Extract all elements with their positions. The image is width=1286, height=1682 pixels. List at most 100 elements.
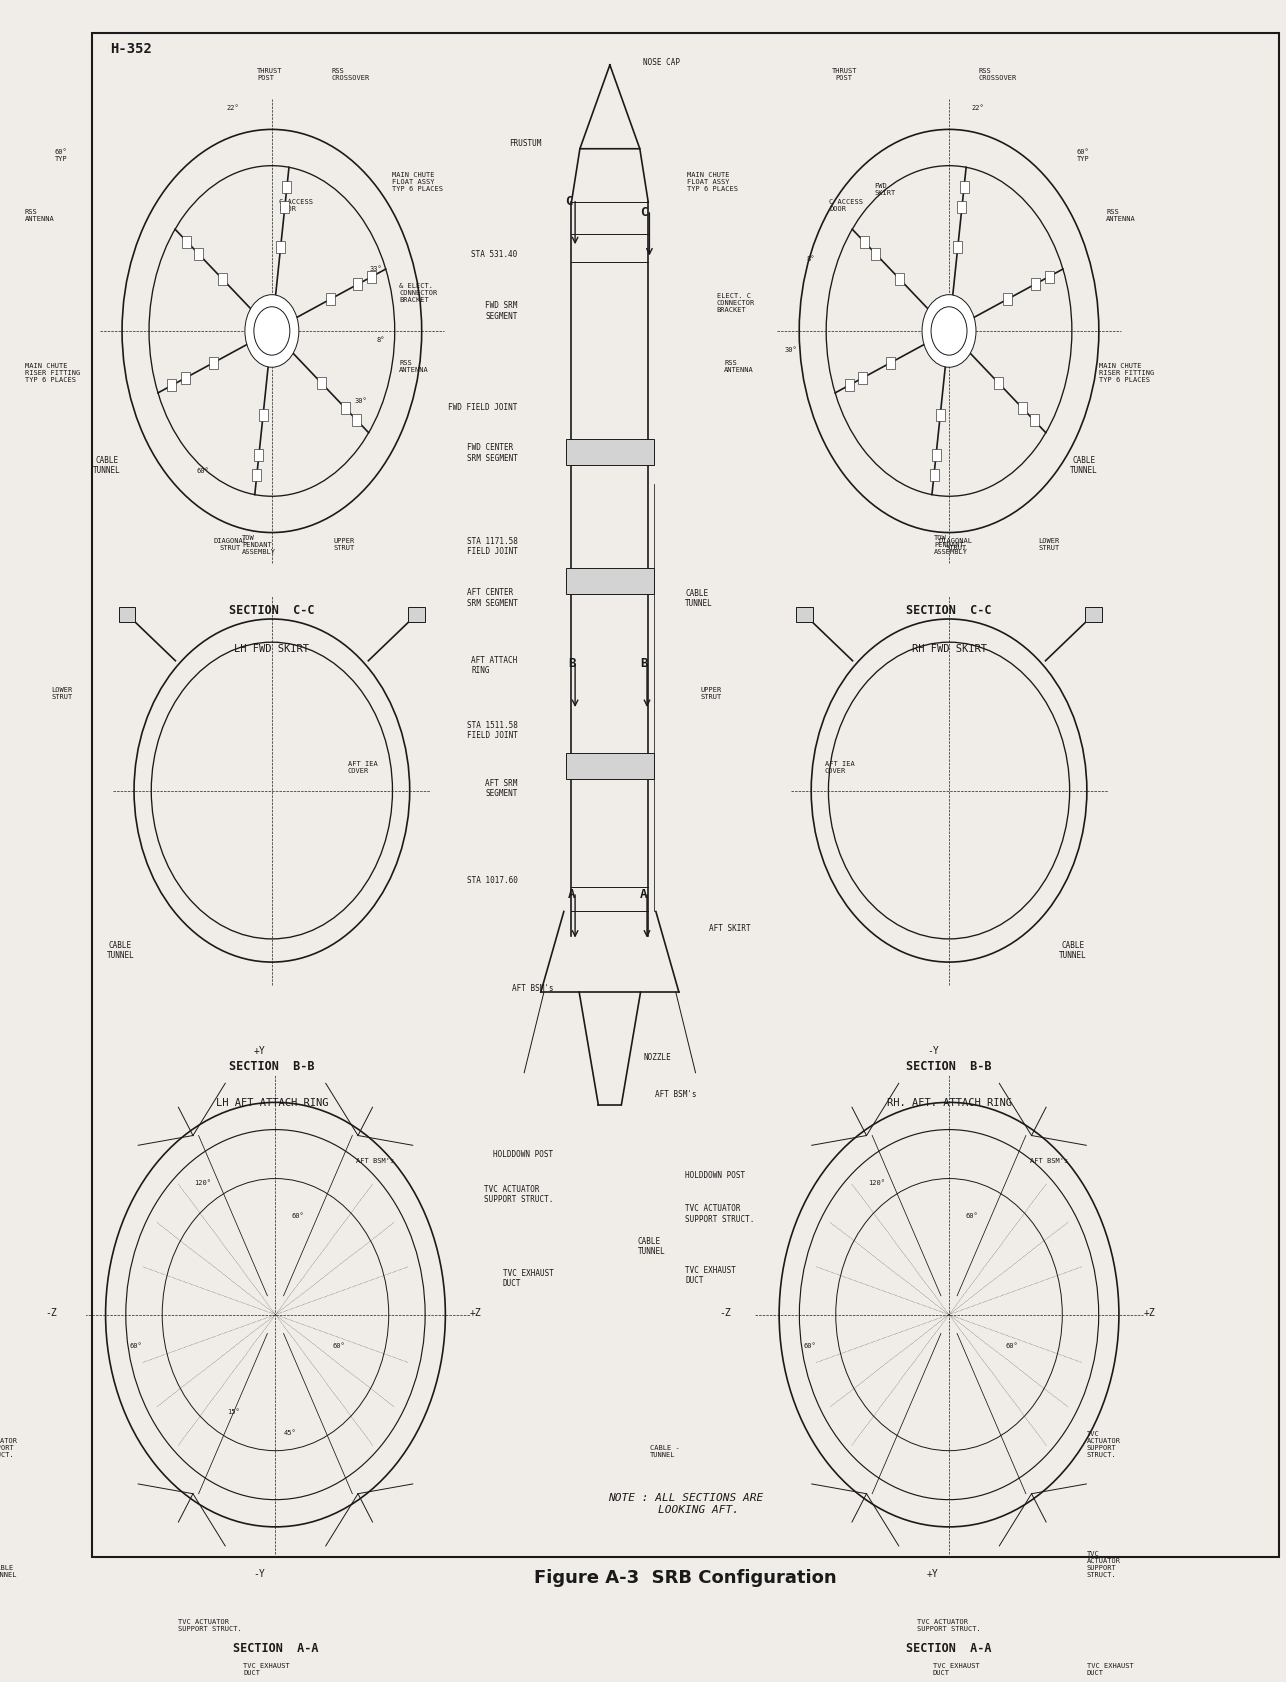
Bar (280, 202, 289, 214)
Text: RH. AFT. ATTACH RING: RH. AFT. ATTACH RING (886, 1097, 1012, 1107)
Bar (958, 202, 967, 214)
Bar (1044, 271, 1053, 284)
Text: 22°: 22° (226, 106, 239, 111)
Text: AFT IEA
COVER: AFT IEA COVER (347, 760, 377, 774)
Bar (930, 469, 939, 481)
Text: RSS
ANTENNA: RSS ANTENNA (724, 360, 754, 373)
Bar (886, 357, 895, 370)
Text: TVC EXHAUST
DUCT: TVC EXHAUST DUCT (243, 1662, 289, 1675)
Text: Figure A-3  SRB Configuration: Figure A-3 SRB Configuration (534, 1569, 837, 1586)
Text: MAIN CHUTE
RISER FITTING
TYP 6 PLACES: MAIN CHUTE RISER FITTING TYP 6 PLACES (24, 363, 80, 383)
Bar (258, 409, 267, 422)
Text: CABLE
TUNNEL: CABLE TUNNEL (93, 456, 121, 474)
Text: FWD FIELD JOINT: FWD FIELD JOINT (449, 404, 517, 412)
Bar (566, 569, 655, 594)
Text: 60°: 60° (332, 1342, 345, 1349)
Text: TVC
ACTUATOR
SUPPORT
STRUCT.: TVC ACTUATOR SUPPORT STRUCT. (1087, 1549, 1120, 1578)
Text: 33°: 33° (369, 266, 382, 272)
Bar (845, 380, 854, 392)
Text: NOSE CAP: NOSE CAP (643, 59, 680, 67)
Bar (325, 294, 334, 306)
Bar (936, 409, 945, 422)
Text: TVC EXHAUST
DUCT: TVC EXHAUST DUCT (685, 1265, 736, 1285)
Text: LH FWD SKIRT: LH FWD SKIRT (234, 644, 310, 654)
Text: 45°: 45° (283, 1430, 296, 1435)
Text: 22°: 22° (971, 106, 984, 111)
Bar (368, 271, 377, 284)
Text: STA 1017.60: STA 1017.60 (467, 875, 517, 885)
Bar (283, 182, 292, 193)
Text: C ACCESS
DOOR: C ACCESS DOOR (279, 198, 314, 212)
Bar (341, 402, 350, 415)
Bar (255, 449, 264, 461)
Text: AFT ATTACH
RING: AFT ATTACH RING (471, 656, 517, 674)
Text: 15°: 15° (226, 1408, 239, 1415)
Bar (859, 372, 867, 385)
Text: AFT BSM's: AFT BSM's (1030, 1157, 1069, 1164)
Text: MAIN CHUTE
FLOAT ASSY
TYP 6 PLACES: MAIN CHUTE FLOAT ASSY TYP 6 PLACES (687, 172, 738, 192)
Bar (1030, 415, 1039, 427)
Text: TVC ACTUATOR
SUPPORT STRUCT.: TVC ACTUATOR SUPPORT STRUCT. (484, 1184, 553, 1204)
Text: 60°: 60° (1006, 1342, 1019, 1349)
Text: CABLE
TUNNEL: CABLE TUNNEL (638, 1236, 665, 1255)
Text: RH FWD SKIRT: RH FWD SKIRT (912, 644, 986, 654)
Text: TVC EXHAUST
DUCT: TVC EXHAUST DUCT (932, 1662, 980, 1675)
Text: SECTION  C-C: SECTION C-C (229, 604, 315, 617)
Text: SECTION  B-B: SECTION B-B (229, 1060, 315, 1073)
Text: RSS
CROSSOVER: RSS CROSSOVER (979, 67, 1017, 81)
Text: TVC EXHAUST
DUCT: TVC EXHAUST DUCT (1087, 1662, 1133, 1675)
Text: DIAGONAL
STRUT: DIAGONAL STRUT (213, 538, 247, 552)
Text: +Z: +Z (1143, 1307, 1155, 1317)
Text: C: C (566, 195, 574, 207)
Text: HOLDDOWN POST: HOLDDOWN POST (494, 1149, 553, 1159)
Text: CABLE
TUNNEL: CABLE TUNNEL (1070, 456, 1098, 474)
Text: LOWER
STRUT: LOWER STRUT (1039, 538, 1060, 552)
Bar (959, 182, 968, 193)
Text: 8°: 8° (377, 336, 386, 343)
Bar (181, 372, 190, 385)
Text: FWD SRM
SEGMENT: FWD SRM SEGMENT (485, 301, 517, 321)
Text: ELECT. C
CONNECTOR
BRACKET: ELECT. C CONNECTOR BRACKET (716, 293, 755, 313)
Bar (217, 274, 226, 286)
Text: SECTION  B-B: SECTION B-B (907, 1060, 992, 1073)
Text: TVC
ACTUATOR
SUPPORT
STRUCT.: TVC ACTUATOR SUPPORT STRUCT. (1087, 1430, 1120, 1457)
Text: AFT BSM's: AFT BSM's (656, 1090, 697, 1098)
Text: 60°: 60° (197, 468, 210, 474)
Text: LOWER
STRUT: LOWER STRUT (51, 686, 72, 700)
Text: TVC EXHAUST
DUCT: TVC EXHAUST DUCT (503, 1268, 553, 1287)
Text: LH AFT ATTACH RING: LH AFT ATTACH RING (216, 1097, 328, 1107)
Bar (1003, 294, 1012, 306)
Text: 8°: 8° (806, 256, 815, 262)
Text: SECTION  C-C: SECTION C-C (907, 604, 992, 617)
Text: HOLDDOWN POST: HOLDDOWN POST (685, 1171, 746, 1179)
Text: SECTION  A-A: SECTION A-A (233, 1642, 318, 1653)
Bar (194, 249, 203, 261)
Bar (409, 607, 424, 622)
Text: +Y: +Y (253, 1046, 265, 1056)
Bar (1017, 402, 1026, 415)
Bar (316, 378, 325, 390)
Text: 120°: 120° (194, 1179, 212, 1186)
Text: 60°
TYP: 60° TYP (1076, 148, 1089, 161)
Text: FWD
SKIRT: FWD SKIRT (874, 183, 895, 195)
Bar (566, 754, 655, 780)
Bar (183, 237, 192, 249)
Bar (167, 380, 176, 392)
Text: NOTE : ALL SECTIONS ARE
    LOOKING AFT.: NOTE : ALL SECTIONS ARE LOOKING AFT. (608, 1492, 763, 1514)
Text: RSS
CROSSOVER: RSS CROSSOVER (332, 67, 370, 81)
Text: H-352: H-352 (111, 42, 152, 56)
Text: -Z: -Z (45, 1307, 57, 1317)
Text: AFT SKIRT: AFT SKIRT (710, 923, 751, 932)
Bar (895, 274, 904, 286)
Text: NOZZLE: NOZZLE (643, 1053, 671, 1061)
Text: 60°: 60° (804, 1342, 817, 1349)
Bar (566, 439, 655, 466)
Text: & ELECT.
CONNECTOR
BRACKET: & ELECT. CONNECTOR BRACKET (399, 283, 437, 303)
Text: THRUST
POST: THRUST POST (832, 67, 856, 81)
Text: 60°: 60° (966, 1213, 977, 1218)
Text: UPPER
STRUT: UPPER STRUT (701, 686, 723, 700)
Text: AFT SRM
SEGMENT: AFT SRM SEGMENT (485, 779, 517, 797)
Text: 120°: 120° (868, 1179, 885, 1186)
Text: 60°
TYP: 60° TYP (54, 148, 67, 161)
Text: SECTION  A-A: SECTION A-A (907, 1642, 992, 1653)
